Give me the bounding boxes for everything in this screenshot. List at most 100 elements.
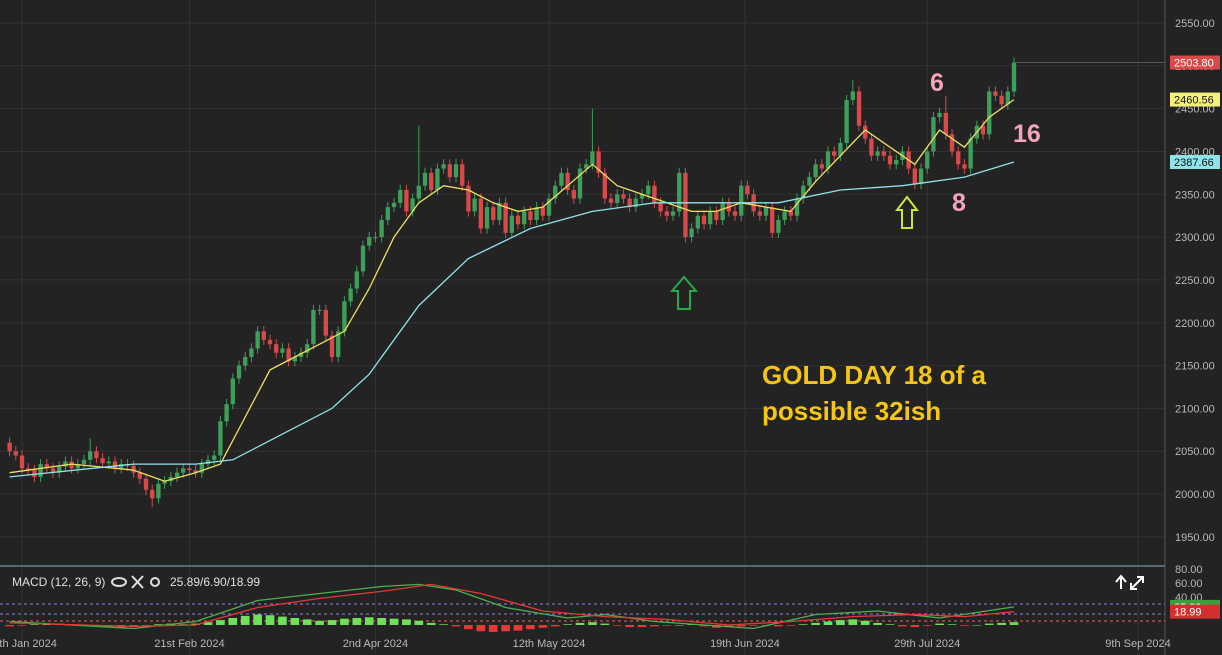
- macd-line: [9, 583, 1015, 628]
- candle-body: [608, 198, 614, 203]
- price-tag-label: 2503.80: [1174, 58, 1214, 70]
- histogram-bar: [650, 624, 659, 627]
- candle-body: [838, 142, 843, 156]
- candle-body: [745, 185, 750, 195]
- price-tag: [1170, 604, 1220, 619]
- candle-body: [286, 348, 291, 362]
- close-icon[interactable]: [131, 575, 144, 589]
- candle-body: [379, 219, 384, 238]
- histogram-bar: [898, 624, 907, 627]
- candle-body: [801, 185, 806, 199]
- candle-body: [602, 172, 607, 199]
- candle-body: [949, 134, 955, 152]
- candle-body: [677, 172, 682, 212]
- candle-body: [664, 211, 669, 216]
- candle-body: [639, 194, 645, 199]
- histogram-bar: [191, 623, 200, 625]
- candle-body: [261, 331, 266, 340]
- candle-body: [212, 455, 217, 460]
- candle-body: [590, 151, 595, 165]
- candle-body: [980, 125, 986, 135]
- candle-body: [150, 489, 155, 499]
- candle-body: [627, 198, 632, 208]
- eye-icon[interactable]: [111, 577, 127, 587]
- up-arrow: [894, 195, 920, 229]
- histogram-bar: [960, 624, 969, 626]
- histogram-bar: [1009, 622, 1019, 625]
- x-tick-label: 14th Jan 2024: [0, 638, 57, 650]
- candle-body: [81, 459, 87, 465]
- candle-body: [757, 211, 762, 216]
- histogram-bar: [786, 624, 796, 626]
- candle-body: [763, 207, 769, 216]
- candle-body: [633, 198, 638, 208]
- candle-body: [7, 442, 12, 452]
- macd-title: MACD (12, 26, 9): [12, 575, 105, 589]
- candle-body: [274, 344, 279, 353]
- maximize-icon[interactable]: [1130, 576, 1144, 590]
- panel-controls: [1115, 574, 1144, 590]
- settings-icon[interactable]: [150, 577, 160, 587]
- histogram-bar: [873, 622, 882, 625]
- histogram-bar: [17, 624, 27, 626]
- annotation: 16: [1013, 120, 1041, 148]
- histogram-bar: [451, 624, 461, 627]
- price-tag: [1170, 92, 1220, 107]
- candle-body: [708, 211, 713, 225]
- move-up-icon[interactable]: [1115, 574, 1127, 589]
- histogram-bar: [984, 623, 994, 625]
- candle-body: [739, 185, 744, 216]
- histogram-bar: [860, 620, 870, 625]
- candle-body: [565, 172, 570, 190]
- candle-body: [1005, 91, 1010, 105]
- histogram-bar: [228, 617, 238, 625]
- candle-body: [391, 202, 397, 208]
- candle-body: [701, 215, 707, 225]
- macd-icons: [111, 575, 160, 589]
- candle-body: [999, 95, 1004, 105]
- candle-body: [528, 211, 533, 220]
- candle-body: [69, 461, 74, 469]
- histogram-bar: [203, 622, 213, 625]
- histogram-bar: [538, 624, 548, 628]
- histogram-bar: [389, 618, 399, 625]
- histogram-bar: [402, 619, 411, 625]
- candle-body: [881, 151, 886, 156]
- histogram-bar: [947, 624, 957, 625]
- candle-body: [131, 465, 136, 473]
- histogram-bar: [674, 624, 684, 626]
- candle-body: [1011, 62, 1017, 92]
- y-tick-label: 2050.00: [1175, 446, 1215, 458]
- candle-body: [236, 365, 242, 379]
- candle-body: [856, 91, 862, 126]
- histogram-bar: [972, 624, 982, 626]
- y-tick-label: 1950.00: [1175, 532, 1215, 544]
- y-tick-label: 2000.00: [1175, 489, 1215, 501]
- candle-body: [218, 421, 223, 456]
- candle-body: [844, 100, 849, 143]
- candle-body: [689, 228, 694, 238]
- histogram-bar: [575, 622, 585, 625]
- histogram-bar: [302, 619, 312, 625]
- x-tick-label: 21st Feb 2024: [154, 638, 224, 650]
- candle-body: [410, 198, 415, 212]
- candle-body: [782, 211, 787, 220]
- candle-body: [112, 461, 118, 469]
- candle-body: [224, 404, 229, 422]
- candle-body: [441, 164, 446, 169]
- y-tick-label: 2250.00: [1175, 275, 1215, 287]
- candle-body: [435, 168, 440, 190]
- candle-body: [832, 151, 837, 156]
- annotation: possible 32ish: [762, 396, 941, 426]
- candle-body: [280, 348, 285, 353]
- candle-body: [267, 339, 273, 345]
- x-tick-label: 2nd Apr 2024: [343, 638, 408, 650]
- candle-body: [819, 164, 824, 169]
- y-tick-label: 2150.00: [1175, 361, 1215, 373]
- y-tick-label: 2450.00: [1175, 104, 1215, 116]
- histogram-bar: [997, 622, 1006, 625]
- histogram-bar: [699, 624, 709, 627]
- moving-average: [9, 161, 1015, 478]
